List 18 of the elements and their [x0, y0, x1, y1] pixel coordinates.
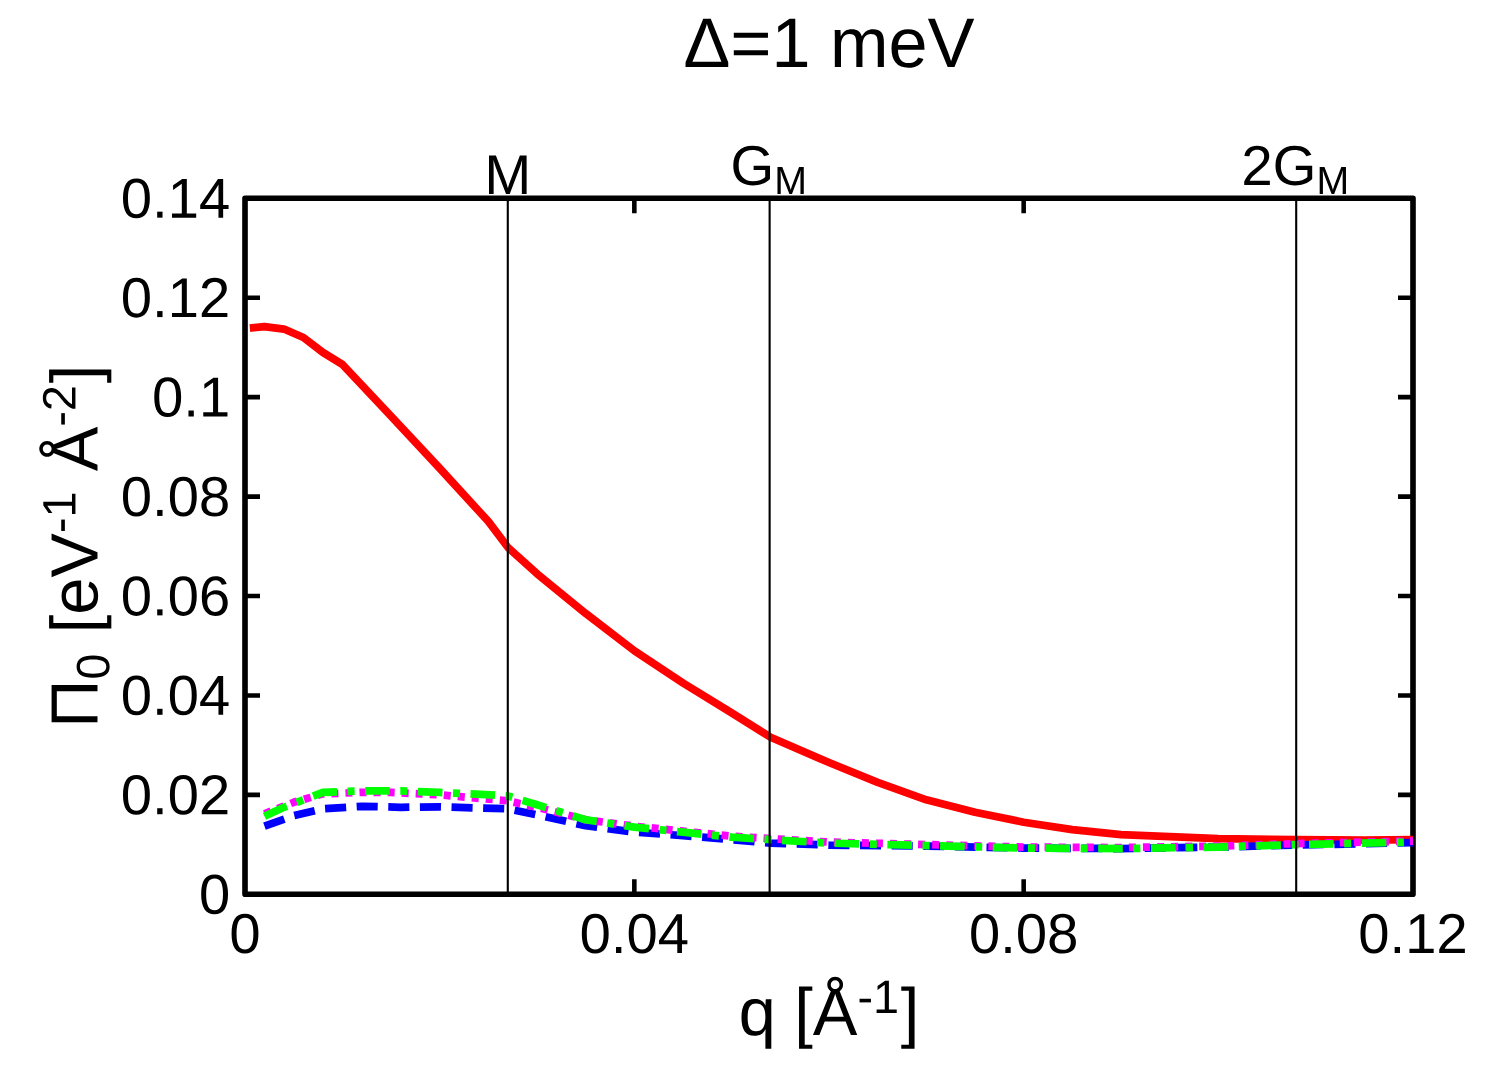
y-tick-label: 0.14 [123, 178, 229, 219]
y-tick-label: 0.12 [123, 277, 228, 318]
x-tick-label: 0 [231, 913, 259, 954]
y-tick-label: 0.08 [123, 476, 228, 517]
y-tick-label: 0.06 [123, 575, 228, 616]
x-tick-label: 0.12 [1360, 913, 1465, 954]
x-tick-label: 0.08 [971, 913, 1076, 954]
x-axis-title: q [Å$^{-1}$] [741, 976, 915, 1049]
ref-line-label: G$_{M}$ [733, 145, 804, 194]
y-tick-label: 0.1 [154, 377, 228, 417]
y-axis-title: Π$_{0}$ [eV$^{-1}$ Å$^{-2}$] [39, 369, 112, 723]
y-tick-label: 0.04 [123, 675, 229, 716]
ref-line-label: 2G$_{M}$ [1244, 145, 1346, 194]
y-tick-label: 0 [201, 874, 229, 915]
x-tick-label: 0.04 [581, 913, 688, 954]
ref-line-label: M [489, 155, 527, 194]
y-tick-label: 0.02 [123, 774, 228, 815]
chart-title: Δ=1 meV [685, 18, 975, 68]
